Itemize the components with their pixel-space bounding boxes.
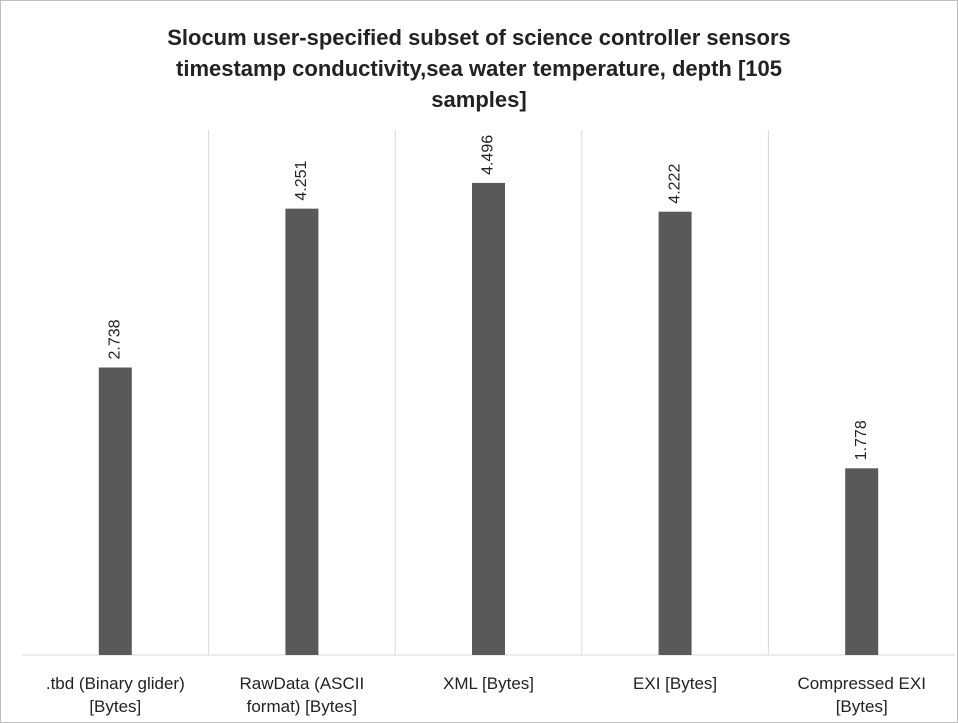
value-label: 4.496 — [480, 135, 497, 175]
x-tick-label: EXI [Bytes] — [633, 674, 718, 693]
bar — [285, 208, 319, 655]
x-tick-label: RawData (ASCII format) [Bytes] — [239, 674, 365, 716]
chart-title: Slocum user-specified subset of science … — [167, 25, 791, 112]
value-label: 2.738 — [107, 319, 124, 359]
x-tick-label: Compressed EXI [Bytes] — [797, 674, 926, 716]
x-tick-label: XML [Bytes] — [442, 674, 534, 693]
bar — [472, 182, 505, 656]
value-label: 1.778 — [853, 420, 870, 460]
bar — [658, 211, 692, 655]
x-tick-label: .tbd (Binary glider) [Bytes] — [45, 674, 185, 716]
bar — [845, 468, 879, 655]
bar — [98, 367, 132, 655]
value-label: 4.251 — [293, 161, 310, 201]
value-label: 4.222 — [666, 164, 683, 204]
